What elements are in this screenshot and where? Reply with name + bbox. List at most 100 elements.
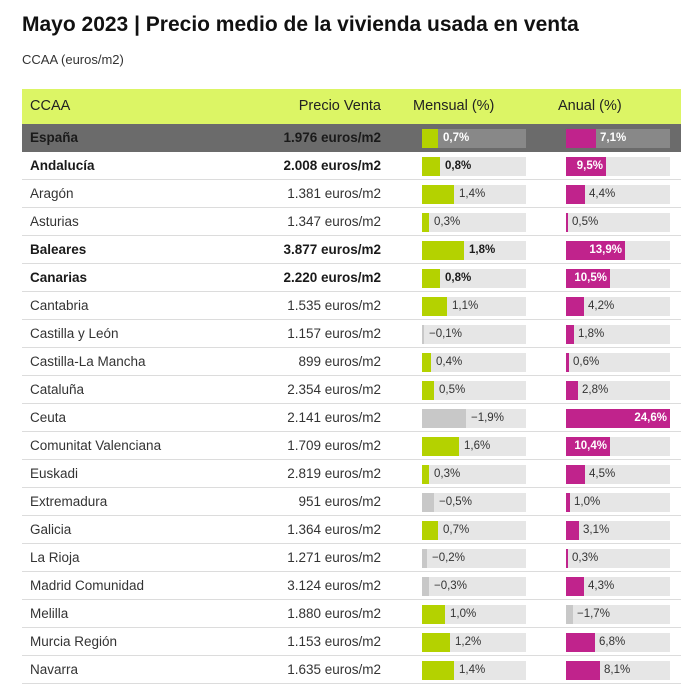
anual-label: 1,0% bbox=[574, 496, 601, 508]
mensual-label: −0,5% bbox=[439, 496, 472, 508]
ccaa-name: Galicia bbox=[30, 522, 72, 537]
column-header-mensual[interactable]: Mensual (%) bbox=[413, 98, 495, 114]
anual-bar bbox=[566, 213, 568, 232]
table-header: CCAA Precio Venta Mensual (%) Anual (%) bbox=[22, 89, 681, 124]
mensual-bar-track: 1,1% bbox=[422, 297, 526, 316]
anual-bar bbox=[566, 381, 578, 400]
anual-bar bbox=[566, 437, 610, 456]
mensual-bar-track: 1,2% bbox=[422, 633, 526, 652]
anual-bar-track: 13,9% bbox=[566, 241, 670, 260]
column-header-precio[interactable]: Precio Venta bbox=[298, 98, 381, 114]
mensual-bar bbox=[422, 381, 434, 400]
anual-bar bbox=[566, 661, 600, 680]
mensual-label: 1,0% bbox=[450, 608, 477, 620]
anual-bar-track: 9,5% bbox=[566, 157, 670, 176]
precio-venta: 1.535 euros/m2 bbox=[287, 298, 381, 313]
mensual-bar bbox=[422, 409, 466, 428]
anual-label: 0,6% bbox=[573, 356, 600, 368]
chart-subtitle: CCAA (euros/m2) bbox=[22, 52, 124, 67]
anual-bar bbox=[566, 157, 606, 176]
chart-title: Mayo 2023 | Precio medio de la vivienda … bbox=[22, 13, 579, 36]
table-row: Cantabria 1.535 euros/m2 1,1% 4,2% bbox=[22, 292, 681, 320]
anual-label: 1,8% bbox=[578, 328, 605, 340]
mensual-label: 1,4% bbox=[459, 664, 486, 676]
anual-bar bbox=[566, 269, 610, 288]
anual-bar-track: 3,1% bbox=[566, 521, 670, 540]
mensual-bar bbox=[422, 129, 438, 148]
mensual-bar-track: −0,5% bbox=[422, 493, 526, 512]
anual-bar-track: 7,1% bbox=[566, 129, 670, 148]
anual-bar-track: 8,1% bbox=[566, 661, 670, 680]
anual-label: 7,1% bbox=[600, 132, 627, 144]
mensual-bar bbox=[422, 297, 447, 316]
anual-label: 10,4% bbox=[574, 440, 607, 452]
anual-bar bbox=[566, 297, 584, 316]
precio-venta: 3.877 euros/m2 bbox=[283, 242, 381, 257]
anual-bar-track: 6,8% bbox=[566, 633, 670, 652]
anual-bar-track: 0,6% bbox=[566, 353, 670, 372]
mensual-bar-track: 0,7% bbox=[422, 129, 526, 148]
table-row: La Rioja 1.271 euros/m2 −0,2% 0,3% bbox=[22, 544, 681, 572]
ccaa-name: España bbox=[30, 130, 79, 145]
table-row: Castilla-La Mancha 899 euros/m2 0,4% 0,6% bbox=[22, 348, 681, 376]
anual-bar-track: 10,4% bbox=[566, 437, 670, 456]
anual-bar-track: 4,3% bbox=[566, 577, 670, 596]
mensual-label: −0,1% bbox=[429, 328, 462, 340]
precio-venta: 2.354 euros/m2 bbox=[287, 382, 381, 397]
table-body: España 1.976 euros/m2 0,7% 7,1% Andalucía 2.0… bbox=[22, 124, 681, 684]
anual-label: 0,3% bbox=[572, 552, 599, 564]
mensual-label: 1,2% bbox=[455, 636, 482, 648]
mensual-label: −0,2% bbox=[432, 552, 465, 564]
mensual-bar bbox=[422, 521, 438, 540]
mensual-bar bbox=[422, 549, 427, 568]
ccaa-name: Castilla-La Mancha bbox=[30, 354, 146, 369]
table-row: Euskadi 2.819 euros/m2 0,3% 4,5% bbox=[22, 460, 681, 488]
column-header-anual[interactable]: Anual (%) bbox=[558, 98, 622, 114]
ccaa-name: Castilla y León bbox=[30, 326, 119, 341]
precio-venta: 899 euros/m2 bbox=[298, 354, 381, 369]
precio-venta: 1.364 euros/m2 bbox=[287, 522, 381, 537]
ccaa-name: Baleares bbox=[30, 242, 87, 257]
precio-venta: 1.157 euros/m2 bbox=[287, 326, 381, 341]
precio-venta: 1.347 euros/m2 bbox=[287, 214, 381, 229]
table-row: Madrid Comunidad 3.124 euros/m2 −0,3% 4,3% bbox=[22, 572, 681, 600]
anual-bar bbox=[566, 325, 574, 344]
table-row: Canarias 2.220 euros/m2 0,8% 10,5% bbox=[22, 264, 681, 292]
anual-bar-track: 4,2% bbox=[566, 297, 670, 316]
ccaa-name: Comunitat Valenciana bbox=[30, 438, 162, 453]
ccaa-name: Melilla bbox=[30, 606, 69, 621]
precio-venta: 3.124 euros/m2 bbox=[287, 578, 381, 593]
anual-bar bbox=[566, 605, 573, 624]
anual-bar bbox=[566, 241, 625, 260]
table-row: Cataluña 2.354 euros/m2 0,5% 2,8% bbox=[22, 376, 681, 404]
ccaa-name: Aragón bbox=[30, 186, 74, 201]
anual-bar-track: 0,3% bbox=[566, 549, 670, 568]
anual-bar-track: 4,4% bbox=[566, 185, 670, 204]
mensual-bar-track: 0,4% bbox=[422, 353, 526, 372]
mensual-label: 0,4% bbox=[436, 356, 463, 368]
table-row: Galicia 1.364 euros/m2 0,7% 3,1% bbox=[22, 516, 681, 544]
mensual-bar-track: 0,7% bbox=[422, 521, 526, 540]
mensual-bar bbox=[422, 437, 459, 456]
table-row: Asturias 1.347 euros/m2 0,3% 0,5% bbox=[22, 208, 681, 236]
precio-venta: 1.709 euros/m2 bbox=[287, 438, 381, 453]
anual-bar-track: 2,8% bbox=[566, 381, 670, 400]
ccaa-name: Navarra bbox=[30, 662, 79, 677]
anual-label: 0,5% bbox=[572, 216, 599, 228]
anual-bar-track: −1,7% bbox=[566, 605, 670, 624]
column-header-ccaa[interactable]: CCAA bbox=[30, 98, 71, 114]
anual-bar bbox=[566, 549, 568, 568]
mensual-label: 1,8% bbox=[469, 244, 496, 256]
mensual-bar-track: 1,4% bbox=[422, 185, 526, 204]
mensual-label: 1,1% bbox=[452, 300, 479, 312]
anual-label: 6,8% bbox=[599, 636, 626, 648]
mensual-bar-track: 0,3% bbox=[422, 213, 526, 232]
anual-bar-track: 24,6% bbox=[566, 409, 670, 428]
mensual-bar bbox=[422, 213, 429, 232]
ccaa-name: La Rioja bbox=[30, 550, 80, 565]
mensual-label: 0,5% bbox=[439, 384, 466, 396]
mensual-bar bbox=[422, 465, 429, 484]
precio-venta: 1.880 euros/m2 bbox=[287, 606, 381, 621]
precio-venta: 2.141 euros/m2 bbox=[287, 410, 381, 425]
anual-label: 4,5% bbox=[589, 468, 616, 480]
